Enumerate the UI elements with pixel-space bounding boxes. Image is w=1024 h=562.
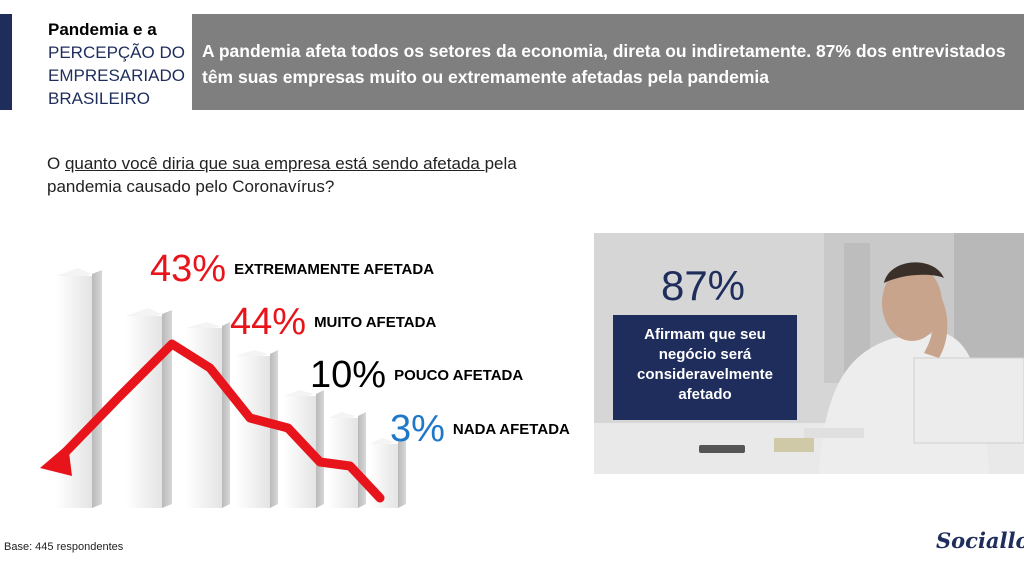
result-extremamente-afetada: 43% EXTREMAMENTE AFETADA xyxy=(150,250,434,288)
base-note: Base: 445 respondentes xyxy=(4,541,124,553)
question-prefix: O xyxy=(47,154,65,173)
result-pct: 10% xyxy=(310,354,387,396)
question-underlined: quanto você diria que sua empresa está s… xyxy=(64,154,485,173)
red-trend-arrow xyxy=(40,339,385,503)
declining-bar-chart-icon xyxy=(40,268,406,508)
header-text: A pandemia afeta todos os setores da eco… xyxy=(202,41,1006,87)
section-title-line2: PERCEPÇÃO DO EMPRESARIADO BRASILEIRO xyxy=(48,43,185,108)
result-pouco-afetada: 10% POUCO AFETADA xyxy=(310,356,523,394)
result-label: MUITO AFETADA xyxy=(314,313,437,331)
survey-question: O quanto você diria que sua empresa está… xyxy=(47,152,567,198)
bar-2 xyxy=(126,308,172,508)
result-label: EXTREMAMENTE AFETADA xyxy=(234,260,435,278)
result-muito-afetada: 44% MUITO AFETADA xyxy=(230,303,436,341)
section-title: Pandemia e a PERCEPÇÃO DO EMPRESARIADO B… xyxy=(48,18,188,110)
result-label: POUCO AFETADA xyxy=(394,366,524,384)
bar-3 xyxy=(186,322,230,508)
result-nada-afetada: 3% NADA AFETADA xyxy=(390,410,570,448)
result-label: NADA AFETADA xyxy=(452,420,570,438)
section-title-line1: Pandemia e a xyxy=(48,20,157,39)
result-pct: 3% xyxy=(390,408,445,450)
highlight-callout: Afirmam que seu negócio será considerave… xyxy=(613,315,797,420)
highlight-percentage: 87% xyxy=(660,262,746,309)
question-suffix: pela pandemia causado pelo Coronavírus? xyxy=(47,154,517,196)
bar-4 xyxy=(236,350,278,508)
accent-sidebar-bar xyxy=(0,14,12,110)
result-pct: 44% xyxy=(230,301,307,343)
header-banner: A pandemia afeta todos os setores da eco… xyxy=(192,14,1024,110)
sociallog-logo: Sociallog xyxy=(936,528,1024,553)
result-pct: 43% xyxy=(150,248,227,290)
highlight-text: Afirmam que seu negócio será considerave… xyxy=(637,326,773,403)
